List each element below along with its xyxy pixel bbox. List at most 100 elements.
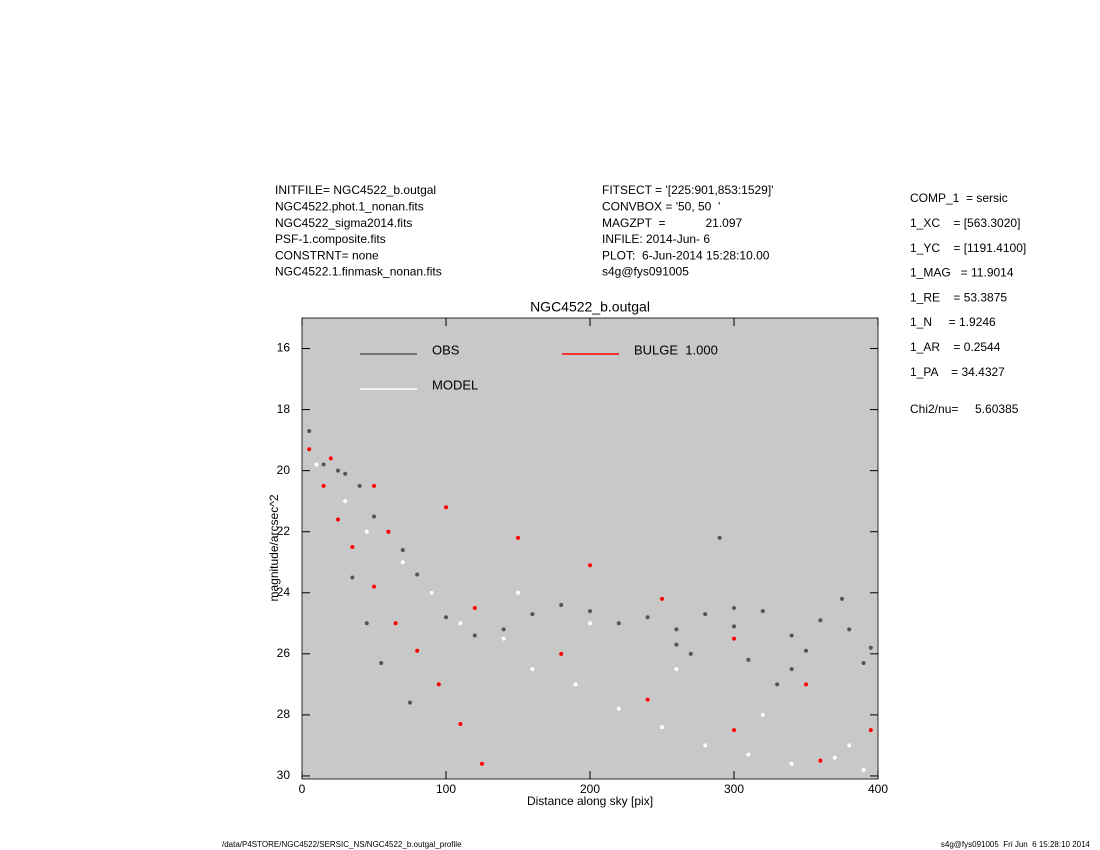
point — [400, 548, 405, 553]
plot-area — [302, 318, 878, 779]
point — [321, 462, 326, 467]
point — [307, 428, 312, 433]
point — [789, 633, 794, 638]
component-param: 1_RE = 53.3875 — [910, 290, 1007, 304]
header-line: CONSTRNT= none — [275, 248, 379, 262]
point — [868, 645, 873, 650]
point — [472, 606, 477, 611]
footer-path: /data/P4STORE/NGC4522/SERSIC_NS/NGC4522_… — [222, 840, 462, 849]
point — [314, 462, 319, 467]
point — [372, 584, 376, 589]
component-param: 1_N = 1.9246 — [910, 315, 996, 329]
x-tick-label: 0 — [299, 782, 306, 796]
point — [818, 618, 823, 623]
point — [336, 468, 340, 473]
component-param: 1_YC = [1191.4100] — [910, 241, 1026, 255]
point — [732, 606, 736, 611]
point — [775, 682, 780, 687]
header-line: NGC4522_sigma2014.fits — [275, 216, 412, 230]
x-axis-label: Distance along sky [pix] — [527, 794, 653, 808]
header-line: PLOT: 6-Jun-2014 15:28:10.00 — [602, 248, 770, 262]
point — [789, 667, 794, 672]
legend-label: OBS — [432, 342, 460, 357]
y-tick-label: 16 — [277, 341, 291, 355]
y-tick-label: 24 — [277, 585, 291, 599]
point — [458, 722, 463, 727]
header-line: PSF-1.composite.fits — [275, 232, 386, 246]
y-tick-label: 28 — [277, 707, 291, 721]
x-tick-label: 100 — [436, 782, 456, 796]
header-line: NGC4522.phot.1_nonan.fits — [275, 199, 424, 213]
point — [386, 529, 391, 534]
point — [350, 575, 355, 580]
point — [559, 602, 564, 607]
point — [660, 596, 664, 601]
point — [350, 544, 355, 549]
point — [408, 700, 412, 705]
point — [400, 560, 405, 565]
header-line: FITSECT = '[225:901,853:1529]' — [602, 183, 773, 197]
point — [688, 651, 693, 656]
point — [321, 483, 326, 488]
points — [307, 428, 873, 772]
point — [588, 609, 592, 614]
point — [415, 572, 420, 577]
header-line: INITFILE= NGC4522_b.outgal — [275, 183, 436, 197]
point — [458, 621, 463, 626]
point — [789, 761, 794, 766]
point — [372, 514, 376, 519]
legend-label: BULGE 1.000 — [634, 342, 718, 357]
point — [364, 621, 369, 626]
point — [415, 648, 420, 653]
point — [847, 743, 852, 748]
header-line: MAGZPT = 21.097 — [602, 216, 742, 230]
point — [645, 697, 650, 702]
point — [393, 621, 398, 626]
y-tick-label: 18 — [277, 402, 291, 416]
point — [861, 660, 866, 665]
point — [372, 483, 376, 488]
y-tick-label: 20 — [277, 463, 291, 477]
point — [660, 725, 664, 730]
point — [616, 706, 621, 711]
point — [559, 651, 564, 656]
point — [429, 590, 434, 595]
x-tick-label: 200 — [580, 782, 600, 796]
point — [847, 627, 852, 632]
header-line: NGC4522.1.finmask_nonan.fits — [275, 265, 442, 279]
point — [674, 667, 679, 672]
point — [732, 728, 736, 733]
component-param: 1_AR = 0.2544 — [910, 340, 1001, 354]
point — [804, 648, 808, 653]
x-tick-label: 400 — [868, 782, 888, 796]
point — [703, 612, 708, 617]
point — [717, 535, 722, 540]
y-axis-label: magnitude/arcsec^2 — [267, 494, 281, 601]
point — [328, 456, 333, 461]
point — [832, 755, 837, 760]
point — [573, 682, 578, 687]
point — [868, 728, 873, 733]
point — [760, 609, 765, 614]
legend-label: MODEL — [432, 377, 478, 392]
point — [588, 563, 592, 568]
point — [436, 682, 441, 687]
point — [343, 471, 348, 476]
component-param: 1_PA = 34.4327 — [910, 365, 1005, 379]
point — [379, 660, 384, 665]
point — [674, 627, 679, 632]
point — [746, 657, 751, 662]
point — [444, 505, 448, 510]
point — [336, 517, 340, 522]
header-line: INFILE: 2014-Jun- 6 — [602, 232, 710, 246]
point — [530, 667, 535, 672]
point — [357, 483, 362, 488]
chi2: Chi2/nu= 5.60385 — [910, 402, 1019, 416]
point — [746, 752, 751, 757]
component-param: COMP_1 = sersic — [910, 191, 1008, 205]
y-tick-label: 30 — [277, 768, 291, 782]
y-tick-label: 22 — [277, 524, 291, 538]
point — [472, 633, 477, 638]
component-param: 1_MAG = 11.9014 — [910, 266, 1014, 280]
